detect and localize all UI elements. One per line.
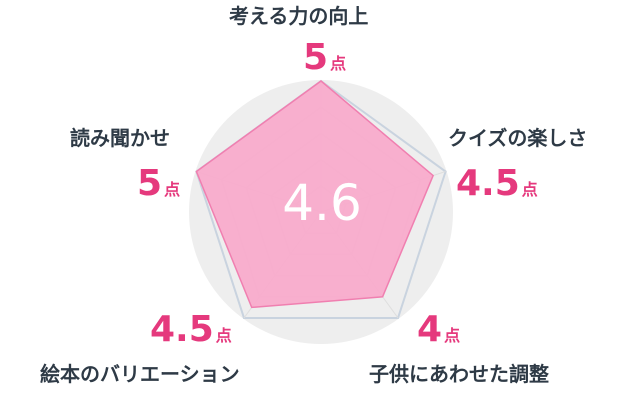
score-value: 5	[137, 163, 163, 204]
axis-label-reading: 読み聞かせ	[70, 126, 170, 150]
score-unit: 点	[164, 180, 181, 199]
score-value: 4.5	[456, 163, 520, 204]
axis-label-thinking: 考える力の向上	[229, 4, 369, 28]
score-value: 4.5	[150, 309, 214, 350]
score-value: 5	[303, 37, 329, 78]
axis-label-adjustment: 子供にあわせた調整	[369, 362, 549, 386]
radar-data-area	[195, 80, 435, 309]
score-value: 4	[417, 309, 443, 350]
axis-label-quiz: クイズの楽しさ	[448, 126, 588, 150]
axis-label-variation: 絵本のバリエーション	[40, 362, 240, 386]
score-quiz: 4.5 点	[456, 166, 538, 202]
score-unit: 点	[330, 54, 347, 73]
overall-score: 4.6	[282, 174, 362, 232]
score-unit: 点	[521, 180, 538, 199]
score-variation: 4.5 点	[150, 312, 232, 348]
score-unit: 点	[215, 326, 232, 345]
score-unit: 点	[444, 326, 461, 345]
